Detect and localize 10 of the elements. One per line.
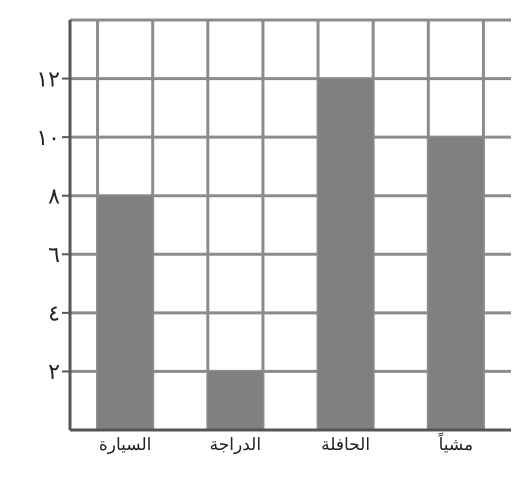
y-tick-label: ٨ [48, 184, 60, 210]
y-tick-label: ٤ [48, 302, 60, 327]
x-tick-label: مشياً [438, 431, 474, 456]
x-tick-label: الدراجة [210, 435, 262, 456]
y-tick-label: ٦ [48, 243, 60, 268]
x-tick-label: السيارة [98, 435, 152, 456]
y-tick-label: ١٠ [36, 126, 60, 151]
x-tick-label: الحافلة [321, 435, 370, 456]
y-tick-label: ٢ [48, 360, 60, 386]
y-tick-label: ١٢ [36, 67, 60, 92]
